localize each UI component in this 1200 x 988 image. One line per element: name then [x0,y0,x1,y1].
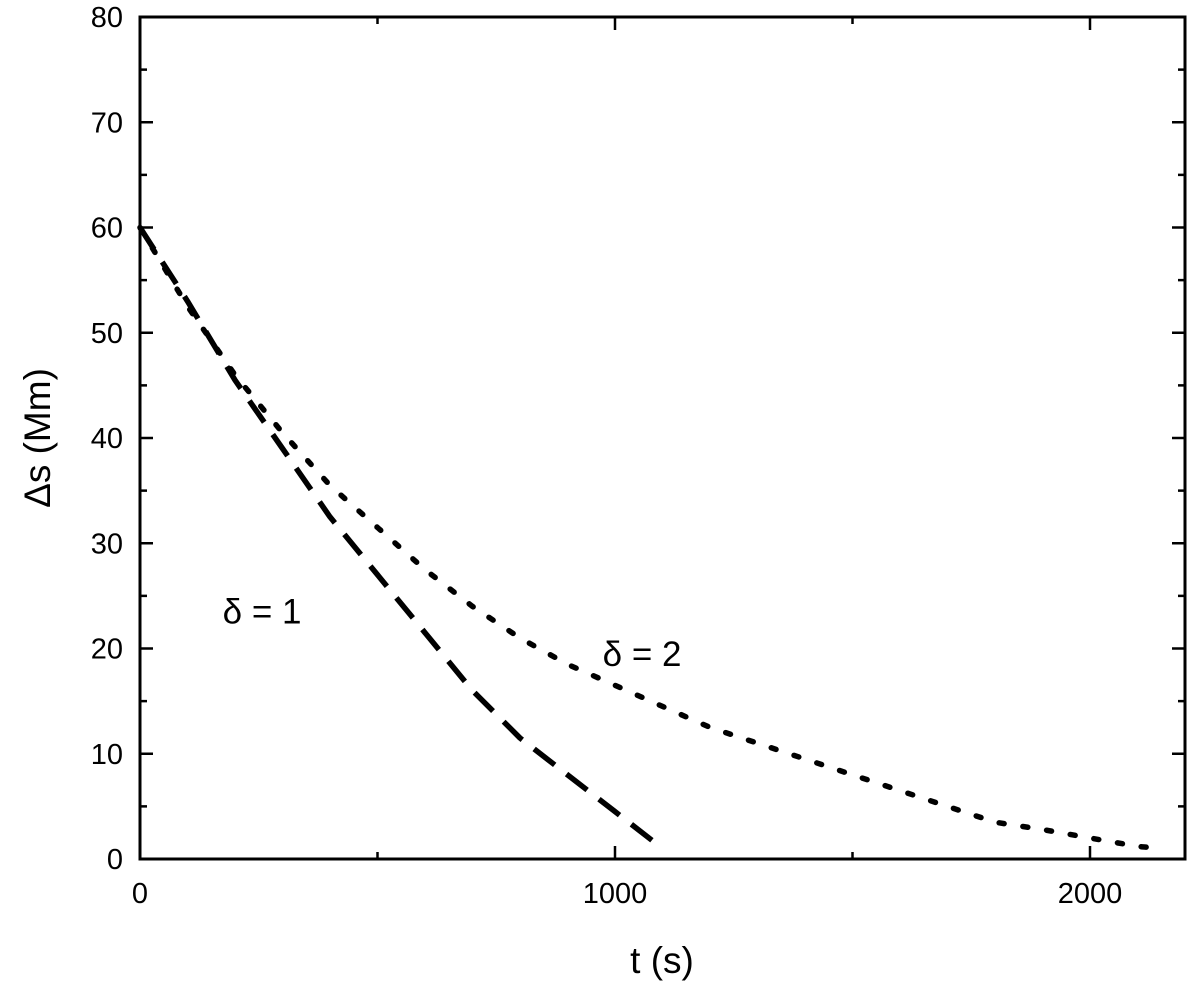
y-tick-label: 50 [91,318,123,350]
series-line-2 [137,224,1165,852]
y-tick-label: 40 [91,423,123,455]
x-tick-label: 2000 [1058,878,1123,910]
x-tick-label: 0 [132,878,148,910]
tick-labels: 0 1000 2000 0 10 20 30 40 50 60 70 80 [91,2,1123,910]
y-tick-label: 20 [91,634,123,666]
series-line-1 [137,226,665,851]
data-series [137,224,1165,852]
y-tick-label: 0 [107,844,123,876]
y-tick-label: 70 [91,107,123,139]
axis-ticks [138,15,1185,861]
plot-frame [138,15,1187,861]
y-tick-label: 60 [91,213,123,245]
annotation-label: δ = 1 [223,593,302,632]
annotation-label: δ = 2 [603,635,682,674]
y-tick-label: 30 [91,528,123,560]
y-tick-label: 10 [91,739,123,771]
y-tick-label: 80 [91,2,123,34]
y-axis-label: Δs (Mm) [17,368,58,508]
annotations: δ = 1 δ = 2 [223,593,682,674]
x-axis-label: t (s) [630,940,694,981]
x-tick-label: 1000 [583,878,648,910]
